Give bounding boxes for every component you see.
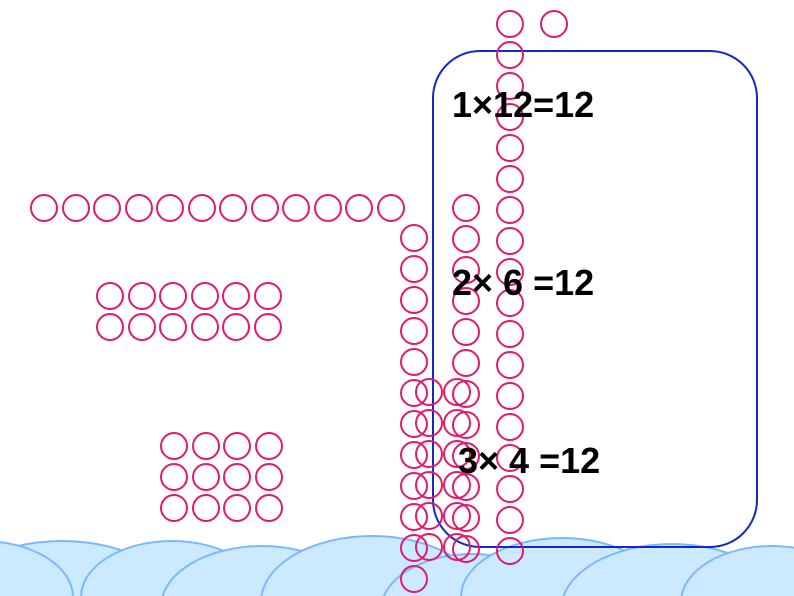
column-12a-circle (400, 565, 428, 593)
grid-2x6-circle (222, 313, 250, 341)
column-18-circle (496, 537, 524, 565)
top-single-circle (540, 10, 568, 38)
row-1x12-circle (125, 194, 153, 222)
row-1x12-circle (345, 194, 373, 222)
column-12b-circle (452, 194, 480, 222)
grid-2x6-circle (159, 282, 187, 310)
equation-text-1: 1×12=12 (452, 84, 594, 126)
grid-3x4-circle (160, 463, 188, 491)
diagram-stage: 1×12=12 2× 6 =12 3× 4 =12 (0, 0, 794, 596)
row-1x12-circle (30, 194, 58, 222)
grid-3x4-circle (160, 432, 188, 460)
grid-3x4-circle (192, 432, 220, 460)
column-12a-circle (400, 286, 428, 314)
grid-2x6-vert-circle (415, 378, 443, 406)
column-12b-circle (452, 225, 480, 253)
grid-3x4-circle (160, 494, 188, 522)
grid-3x4-circle (223, 463, 251, 491)
row-1x12-circle (314, 194, 342, 222)
grid-2x6-circle (128, 282, 156, 310)
column-12b-circle (452, 535, 480, 563)
column-12b-circle (452, 349, 480, 377)
grid-3x4-circle (255, 494, 283, 522)
grid-2x6-circle (96, 313, 124, 341)
grid-2x6-circle (159, 313, 187, 341)
column-12a-circle (400, 317, 428, 345)
column-18-circle (496, 165, 524, 193)
grid-3x4-circle (192, 494, 220, 522)
column-18-circle (496, 413, 524, 441)
equation-text-2: 2× 6 =12 (452, 262, 594, 304)
grid-2x6-circle (191, 313, 219, 341)
grid-3x4-circle (255, 432, 283, 460)
grid-2x6-vert-circle (415, 533, 443, 561)
grid-2x6-circle (222, 282, 250, 310)
row-1x12-circle (188, 194, 216, 222)
column-18-circle (496, 10, 524, 38)
column-12b-circle (452, 380, 480, 408)
row-1x12-circle (251, 194, 279, 222)
column-12a-circle (400, 224, 428, 252)
grid-2x6-vert-circle (415, 409, 443, 437)
grid-2x6-circle (191, 282, 219, 310)
row-1x12-circle (156, 194, 184, 222)
column-12a-circle (400, 255, 428, 283)
grid-3x4-circle (255, 463, 283, 491)
grid-2x6-circle (128, 313, 156, 341)
row-1x12-circle (93, 194, 121, 222)
column-12a-circle (400, 348, 428, 376)
column-18-circle (496, 41, 524, 69)
grid-2x6-vert-circle (415, 502, 443, 530)
column-18-circle (496, 196, 524, 224)
grid-2x6-circle (254, 313, 282, 341)
row-1x12-circle (282, 194, 310, 222)
row-1x12-circle (219, 194, 247, 222)
grid-2x6-circle (96, 282, 124, 310)
column-18-circle (496, 227, 524, 255)
column-12b-circle (452, 411, 480, 439)
column-18-circle (496, 134, 524, 162)
grid-3x4-circle (192, 463, 220, 491)
column-18-circle (496, 320, 524, 348)
grid-2x6-vert-circle (415, 471, 443, 499)
grid-2x6-circle (254, 282, 282, 310)
column-12b-circle (452, 504, 480, 532)
column-12b-circle (452, 318, 480, 346)
column-18-circle (496, 351, 524, 379)
equation-text-3: 3× 4 =12 (458, 440, 600, 482)
column-18-circle (496, 382, 524, 410)
grid-2x6-vert-circle (415, 440, 443, 468)
column-18-circle (496, 506, 524, 534)
row-1x12-circle (62, 194, 90, 222)
grid-3x4-circle (223, 432, 251, 460)
row-1x12-circle (377, 194, 405, 222)
grid-3x4-circle (223, 494, 251, 522)
